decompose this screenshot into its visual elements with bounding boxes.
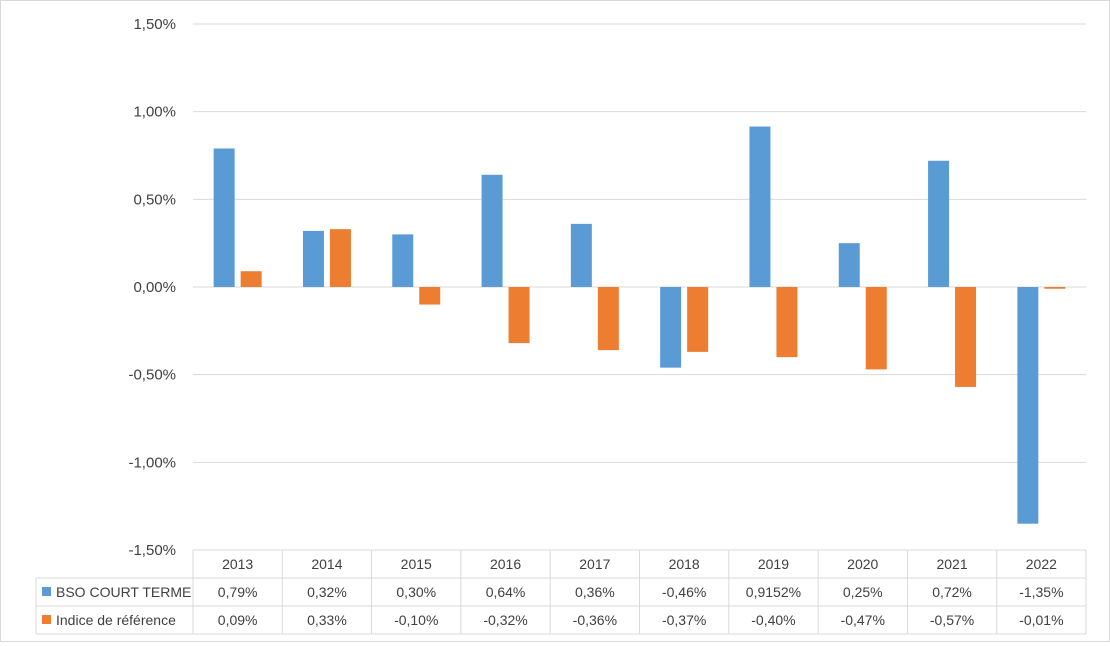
- bar-series1-2021: [928, 160, 950, 287]
- bar-series1-2016: [481, 174, 503, 287]
- table-value-cell: -1,35%: [1019, 584, 1063, 600]
- table-value-cell: -0,36%: [573, 612, 617, 628]
- bar-series2-2016: [508, 287, 530, 344]
- bar-series2-2021: [955, 287, 977, 387]
- table-value-cell: -0,57%: [930, 612, 974, 628]
- table-header-cell: 2017: [579, 556, 610, 572]
- table-value-cell: -0,40%: [751, 612, 795, 628]
- bar-series2-2014: [329, 229, 351, 287]
- table-value-cell: -0,46%: [662, 584, 706, 600]
- y-tick-label: 1,50%: [133, 16, 176, 33]
- legend-key-series1: [42, 587, 51, 596]
- y-tick-label: 0,00%: [133, 279, 176, 296]
- table-header-cell: 2019: [758, 556, 789, 572]
- table-value-cell: -0,10%: [394, 612, 438, 628]
- y-tick-label: -1,00%: [128, 454, 176, 471]
- bar-series2-2019: [776, 287, 798, 358]
- legend-key-series2: [42, 615, 51, 624]
- legend-label-series2: Indice de référence: [56, 612, 176, 628]
- table-value-cell: 0,36%: [575, 584, 615, 600]
- table-header-cell: 2014: [311, 556, 342, 572]
- table-value-cell: -0,37%: [662, 612, 706, 628]
- bar-series2-2020: [865, 287, 887, 370]
- bar-series2-2017: [597, 287, 619, 351]
- table-value-cell: 0,30%: [396, 584, 436, 600]
- table-value-cell: -0,01%: [1019, 612, 1063, 628]
- y-axis-ticks: 1,50% 1,00% 0,50% 0,00% -0,50% -1,00% -1,50%: [128, 16, 176, 559]
- bar-series2-2022: [1044, 287, 1066, 289]
- table-value-cell: 0,09%: [218, 612, 258, 628]
- bar-series1-2019: [749, 126, 771, 287]
- gridlines: [193, 23, 1086, 463]
- table-value-cell: 0,79%: [218, 584, 258, 600]
- y-tick-label: 1,00%: [133, 104, 176, 121]
- bar-series1-2013: [213, 148, 235, 287]
- table-header-cell: 2021: [936, 556, 967, 572]
- bar-series1-2018: [660, 287, 682, 368]
- table-value-cell: 0,32%: [307, 584, 347, 600]
- y-tick-label: -0,50%: [128, 367, 176, 384]
- data-table: 2013 2014 2015 2016 2017 2018 2019 2020 2021 2022…: [35, 549, 1087, 635]
- bar-series1-2014: [302, 230, 324, 287]
- bar-series2-2018: [687, 287, 709, 352]
- legend-label-series1: BSO COURT TERME: [56, 584, 191, 600]
- bar-series1-2020: [838, 243, 860, 287]
- bars: [213, 126, 1066, 524]
- table-header-cell: 2015: [401, 556, 432, 572]
- table-value-cell: 0,72%: [932, 584, 972, 600]
- table-header-cell: 2013: [222, 556, 253, 572]
- bar-series2-2015: [419, 287, 441, 305]
- table-value-cell: -0,47%: [841, 612, 885, 628]
- bar-series1-2017: [570, 223, 592, 287]
- table-header-cell: 2018: [669, 556, 700, 572]
- table-header-cell: 2016: [490, 556, 521, 572]
- bar-series1-2015: [392, 234, 414, 287]
- table-value-cell: 0,33%: [307, 612, 347, 628]
- y-tick-label: -1,50%: [128, 542, 176, 559]
- y-tick-label: 0,50%: [133, 191, 176, 208]
- table-header-cell: 2022: [1026, 556, 1057, 572]
- table-header-cell: 2020: [847, 556, 878, 572]
- bar-series1-2022: [1017, 287, 1039, 524]
- table-value-cell: 0,25%: [843, 584, 883, 600]
- table-value-cell: 0,64%: [486, 584, 526, 600]
- table-value-cell: 0,9152%: [746, 584, 801, 600]
- table-value-cell: -0,32%: [483, 612, 527, 628]
- bar-series2-2013: [240, 271, 262, 287]
